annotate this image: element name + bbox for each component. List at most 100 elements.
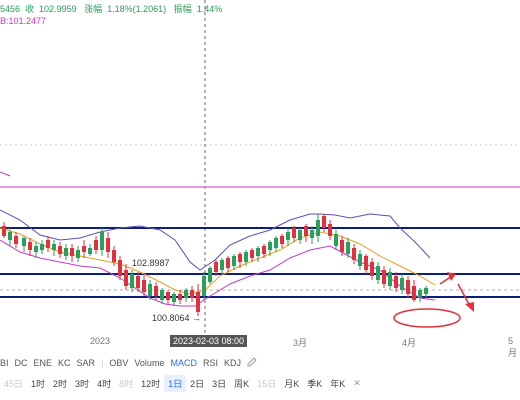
candle-body bbox=[14, 236, 18, 244]
candle-body bbox=[274, 238, 278, 248]
candle-body bbox=[130, 274, 134, 288]
candle-body bbox=[214, 262, 218, 272]
candle-body bbox=[250, 250, 254, 258]
candle-body bbox=[304, 226, 308, 236]
candle-body bbox=[238, 254, 242, 262]
indicator-kc[interactable]: KC bbox=[58, 358, 71, 368]
indicator-ene[interactable]: ENE bbox=[33, 358, 53, 368]
interval-15d[interactable]: 15日 bbox=[257, 378, 277, 389]
candle-body bbox=[256, 248, 260, 256]
candle-body bbox=[394, 276, 398, 288]
candle-body bbox=[28, 242, 32, 250]
candle-body bbox=[376, 266, 380, 280]
interval-3d[interactable]: 3日 bbox=[212, 378, 227, 389]
candle-body bbox=[166, 292, 170, 300]
candle-body bbox=[196, 292, 200, 312]
interval-year[interactable]: 年K bbox=[330, 378, 346, 389]
indicator-volume[interactable]: Volume bbox=[134, 358, 165, 368]
candle-body bbox=[22, 238, 26, 246]
candle-body bbox=[82, 246, 86, 252]
candle-body bbox=[202, 276, 206, 296]
indicator-toolbar: BI DC ENE KC SAR | OBV Volume MACD RSI K… bbox=[0, 356, 257, 370]
annotation-arrow-down-head bbox=[465, 302, 474, 312]
indicator-kdj[interactable]: KDJ bbox=[223, 358, 241, 368]
interval-8h[interactable]: 8时 bbox=[119, 378, 134, 389]
x-label-may: 5月 bbox=[508, 336, 518, 358]
interval-12h[interactable]: 12时 bbox=[141, 378, 161, 389]
candle-body bbox=[190, 290, 194, 298]
candle-body bbox=[2, 226, 6, 236]
candlestick-chart[interactable]: 5456 收 102.9959 涨幅 1.18%(1.2061) 振幅 1.44% B:… bbox=[0, 0, 520, 358]
indicator-dc[interactable]: DC bbox=[14, 358, 28, 368]
interval-week[interactable]: 周K bbox=[234, 378, 250, 389]
close-icon[interactable]: ✕ bbox=[353, 377, 361, 388]
amplitude-value: 1.44% bbox=[196, 4, 223, 14]
candle-body bbox=[340, 240, 344, 252]
interval-1d[interactable]: 1日 bbox=[164, 374, 187, 392]
bollinger-middle-band bbox=[0, 227, 436, 295]
candle-body bbox=[88, 248, 92, 254]
candle-body bbox=[418, 290, 422, 298]
candle-body bbox=[52, 244, 56, 250]
interval-4h[interactable]: 4时 bbox=[97, 378, 112, 389]
bollinger-readout: B:101.2477 bbox=[0, 16, 47, 26]
candle-body bbox=[298, 230, 302, 240]
candle-body bbox=[76, 250, 80, 258]
interval-2d[interactable]: 2日 bbox=[190, 378, 205, 389]
candle-body bbox=[178, 294, 182, 300]
indicator-macd[interactable]: MACD bbox=[170, 358, 197, 368]
candle-body bbox=[352, 248, 356, 260]
candle-body bbox=[286, 232, 290, 240]
change-value: 1.18%(1.2061) bbox=[107, 4, 167, 14]
candle-body bbox=[382, 270, 386, 284]
interval-1h[interactable]: 1时 bbox=[31, 378, 46, 389]
candle-body bbox=[370, 262, 374, 276]
candle-body bbox=[412, 286, 416, 300]
toolbar-divider: | bbox=[101, 358, 104, 368]
candle-body bbox=[136, 276, 140, 288]
bollinger-upper-band bbox=[0, 209, 431, 271]
close-value: 102.9959 bbox=[39, 4, 77, 14]
indicator-obv[interactable]: OBV bbox=[109, 358, 129, 368]
price-label-low: 100.8064 → bbox=[152, 313, 202, 323]
close-label: 收 bbox=[25, 4, 35, 14]
candle-body bbox=[8, 232, 12, 240]
candle-body bbox=[388, 272, 392, 286]
candle-body bbox=[310, 230, 314, 238]
annotation-ellipse bbox=[393, 308, 461, 328]
candle-body bbox=[58, 246, 62, 254]
candle-body bbox=[34, 246, 38, 252]
x-label-april: 4月 bbox=[402, 338, 417, 348]
indicator-rsi[interactable]: RSI bbox=[202, 358, 218, 368]
candle-body bbox=[40, 244, 44, 250]
interval-month[interactable]: 月K bbox=[284, 378, 300, 389]
indicator-sar[interactable]: SAR bbox=[76, 358, 96, 368]
candle-body bbox=[292, 228, 296, 238]
interval-2h[interactable]: 2时 bbox=[53, 378, 68, 389]
interval-toolbar: 45日 1时 2时 3时 4时 8时 12时 1日 2日 3日 周K 15日 月… bbox=[0, 374, 365, 392]
candle-body bbox=[406, 280, 410, 294]
candle-body bbox=[142, 280, 146, 292]
amplitude-label: 振幅 bbox=[173, 4, 192, 14]
candle-body bbox=[148, 284, 152, 296]
candle-body bbox=[112, 250, 116, 262]
chart-canvas[interactable] bbox=[0, 0, 520, 348]
candle-body bbox=[232, 256, 236, 266]
interval-45d[interactable]: 45日 bbox=[4, 378, 24, 389]
candle-body bbox=[220, 260, 224, 270]
indicator-bi[interactable]: BI bbox=[0, 358, 9, 368]
candle-body bbox=[172, 294, 176, 302]
candle-body bbox=[364, 256, 368, 270]
crosshair-date-label: 2023-02-03 08:00 bbox=[170, 335, 248, 347]
interval-quarter[interactable]: 季K bbox=[307, 378, 323, 389]
candle-body bbox=[424, 288, 428, 294]
candle-body bbox=[316, 220, 320, 236]
open-value: 5456 bbox=[0, 4, 21, 14]
edit-icon[interactable] bbox=[247, 357, 257, 369]
candle-body bbox=[262, 246, 266, 254]
candle-body bbox=[154, 286, 158, 296]
candle-body bbox=[160, 290, 164, 300]
annotation-arrow-down-shaft bbox=[457, 283, 471, 307]
candle-body bbox=[118, 260, 122, 276]
interval-3h[interactable]: 3时 bbox=[75, 378, 90, 389]
